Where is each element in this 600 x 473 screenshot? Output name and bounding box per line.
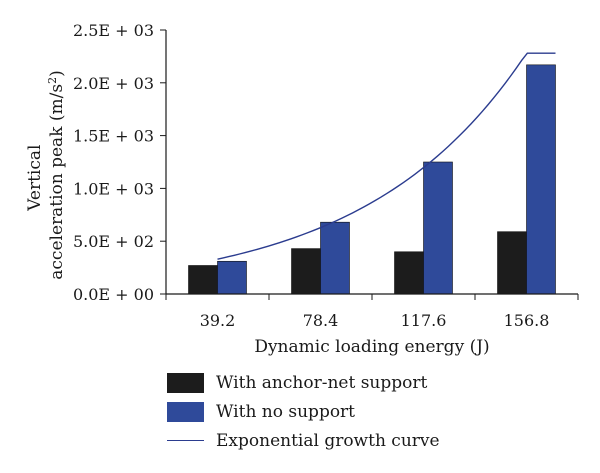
x-tick-label: 156.8	[504, 311, 550, 330]
y-axis-title-line2: acceleration peak (m/s	[47, 84, 67, 280]
exponential-curve	[217, 52, 556, 260]
legend-item-no-support: With no support	[167, 397, 440, 426]
x-tick-label: 39.2	[200, 311, 236, 330]
bar-anchor-net	[291, 248, 321, 295]
exponential-curve-line	[217, 52, 556, 260]
y-tick-label: 1.0E + 03	[73, 179, 154, 198]
bar-anchor-net	[497, 231, 527, 295]
bar-no-support	[217, 260, 247, 295]
x-axis-ticks: 39.2 78.4 117.6 156.8	[165, 294, 579, 330]
y-tick-label: 5.0E + 02	[73, 232, 154, 251]
bars	[188, 64, 556, 295]
y-tick-label: 2.0E + 03	[73, 74, 154, 93]
legend-item-curve: Exponential growth curve	[167, 426, 440, 455]
x-tick-label: 117.6	[401, 311, 447, 330]
y-axis-title-sup: 2	[46, 77, 59, 84]
y-tick-label: 2.5E + 03	[73, 21, 154, 40]
legend-label-curve: Exponential growth curve	[216, 430, 440, 451]
legend: With anchor-net support With no support …	[167, 368, 440, 455]
bar-no-support	[526, 64, 556, 295]
bar-no-support	[320, 221, 350, 295]
x-axis-title: Dynamic loading energy (J)	[254, 337, 489, 357]
y-axis-title: Vertical acceleration peak (m/s2)	[25, 70, 67, 279]
y-axis-title-line1: Vertical	[25, 145, 45, 212]
legend-label-no-support: With no support	[216, 401, 356, 422]
legend-label-anchor-net: With anchor-net support	[216, 372, 428, 393]
bar-anchor-net	[188, 265, 218, 295]
y-tick-label: 1.5E + 03	[73, 127, 154, 146]
y-axis-ticks: 0.0E + 00 5.0E + 02 1.0E + 03 1.5E + 03 2.0E…	[73, 21, 166, 304]
y-axis-title-close: )	[47, 70, 67, 77]
bar-anchor-net	[394, 251, 424, 295]
legend-swatch-no-support	[167, 401, 204, 422]
x-tick-label: 78.4	[303, 311, 339, 330]
y-tick-label: 0.0E + 00	[73, 285, 154, 304]
legend-swatch-anchor-net	[167, 372, 204, 393]
legend-item-anchor-net: With anchor-net support	[167, 368, 440, 397]
bar-no-support	[423, 161, 453, 295]
legend-swatch-curve	[167, 431, 204, 451]
